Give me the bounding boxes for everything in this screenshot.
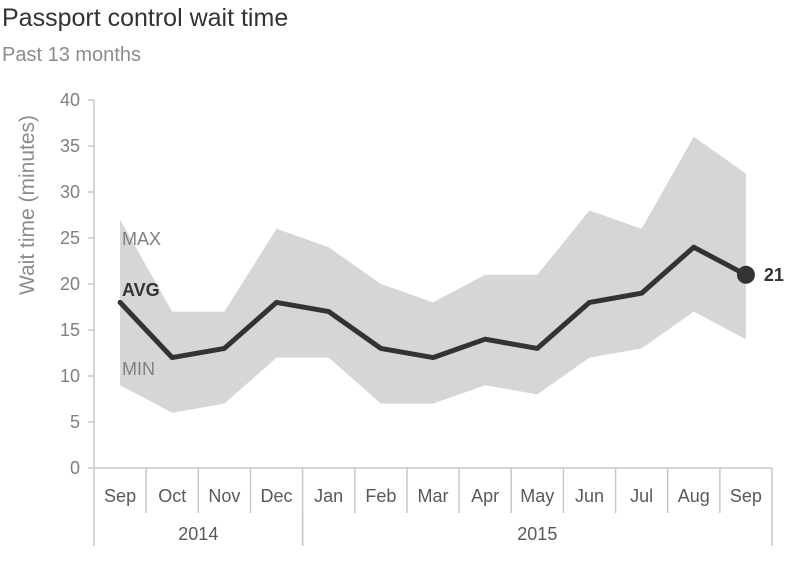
y-tick-label: 10 xyxy=(60,366,80,386)
y-tick-label: 20 xyxy=(60,274,80,294)
avg-end-point xyxy=(736,265,755,284)
x-tick-label: Feb xyxy=(365,486,396,506)
y-tick-label: 25 xyxy=(60,228,80,248)
x-tick-label: May xyxy=(520,486,554,506)
y-axis-label: Wait time (minutes) xyxy=(16,115,39,295)
y-tick-label: 35 xyxy=(60,136,80,156)
x-tick-label: Nov xyxy=(208,486,240,506)
avg-end-value-label: 21 xyxy=(764,265,784,285)
x-tick-label: Jul xyxy=(630,486,653,506)
y-tick-label: 30 xyxy=(60,182,80,202)
chart-title: Passport control wait time xyxy=(2,4,289,32)
year-label: 2015 xyxy=(517,524,557,544)
y-tick-label: 5 xyxy=(70,412,80,432)
year-label: 2014 xyxy=(178,524,218,544)
x-tick-label: Apr xyxy=(471,486,499,506)
y-tick-label: 15 xyxy=(60,320,80,340)
chart-subtitle: Past 13 months xyxy=(2,44,141,66)
max-series-label: MAX xyxy=(122,229,161,249)
x-tick-label: Sep xyxy=(730,486,762,506)
x-tick-label: Aug xyxy=(678,486,710,506)
min-series-label: MIN xyxy=(122,359,155,379)
y-tick-label: 0 xyxy=(70,458,80,478)
x-tick-label: Oct xyxy=(158,486,186,506)
y-tick-label: 40 xyxy=(60,90,80,110)
x-tick-label: Dec xyxy=(261,486,293,506)
x-tick-label: Mar xyxy=(418,486,449,506)
min-max-band xyxy=(120,136,746,413)
avg-series-label: AVG xyxy=(122,280,160,300)
avg-line xyxy=(117,244,749,361)
x-tick-label: Jun xyxy=(575,486,604,506)
x-tick-label: Jan xyxy=(314,486,343,506)
x-tick-label: Sep xyxy=(104,486,136,506)
